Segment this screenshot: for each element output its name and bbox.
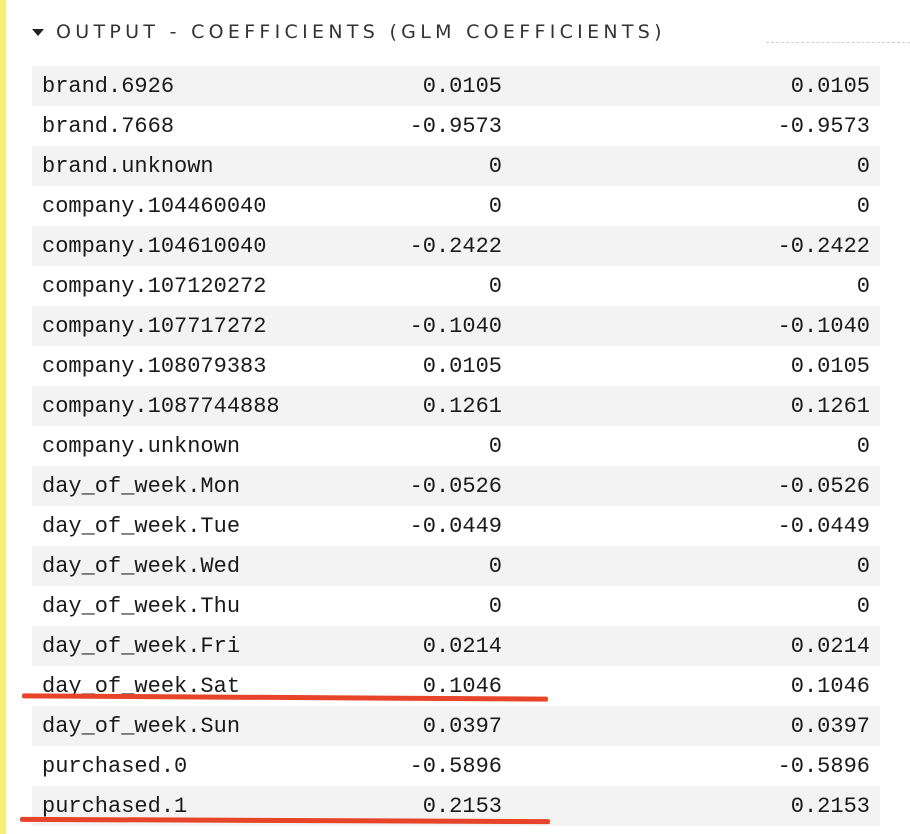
caret-down-icon[interactable]	[32, 28, 44, 36]
coefficient-value-cell: -0.1040	[409, 313, 502, 339]
coefficient-name-cell: day_of_week.Thu	[42, 593, 241, 619]
std-coefficient-value-cell: -0.2422	[777, 233, 870, 259]
coefficient-name-cell: day_of_week.Fri	[42, 633, 241, 659]
coefficient-name-cell: company.unknown	[42, 433, 241, 459]
table-row: brand.unknown 0 0	[32, 146, 880, 186]
std-coefficient-value-cell: 0	[856, 273, 870, 299]
coefficient-value-cell: 0.1261	[422, 393, 502, 419]
coefficient-value-cell: 0.1046	[422, 673, 502, 699]
coefficient-value-cell: -0.0526	[409, 473, 502, 499]
coefficient-name-cell: purchased.0	[42, 753, 188, 779]
coefficient-name-cell: purchased.1	[42, 793, 188, 819]
std-coefficient-value-cell: 0.0397	[790, 713, 870, 739]
coefficient-name-cell: company.104610040	[42, 233, 267, 259]
coefficient-name-cell: day_of_week.Tue	[42, 513, 241, 539]
table-row: company.104610040 -0.2422 -0.2422	[32, 226, 880, 266]
table-row: purchased.0 -0.5896 -0.5896	[32, 746, 880, 786]
table-row: day_of_week.Sun 0.0397 0.0397	[32, 706, 880, 746]
table-row: company.107120272 0 0	[32, 266, 880, 306]
std-coefficient-value-cell: 0	[856, 593, 870, 619]
coefficient-name-cell: brand.6926	[42, 73, 175, 99]
std-coefficient-value-cell: -0.0526	[777, 473, 870, 499]
std-coefficient-value-cell: 0.0214	[790, 633, 870, 659]
std-coefficient-value-cell: 0	[856, 553, 870, 579]
coefficient-name-cell: company.107120272	[42, 273, 267, 299]
table-row: day_of_week.Thu 0 0	[32, 586, 880, 626]
std-coefficient-value-cell: 0.1046	[790, 673, 870, 699]
table-row: day_of_week.Tue -0.0449 -0.0449	[32, 506, 880, 546]
table-row: company.104460040 0 0	[32, 186, 880, 226]
std-coefficient-value-cell: -0.5896	[777, 753, 870, 779]
table-row: day_of_week.Wed 0 0	[32, 546, 880, 586]
coefficient-name-cell: company.108079383	[42, 353, 267, 379]
coefficient-value-cell: 0	[488, 273, 502, 299]
section-title: OUTPUT - COEFFICIENTS (GLM COEFFICIENTS)	[56, 21, 666, 43]
output-panel: OUTPUT - COEFFICIENTS (GLM COEFFICIENTS)…	[6, 0, 910, 834]
coefficient-value-cell: 0	[488, 553, 502, 579]
coefficient-name-cell: company.104460040	[42, 193, 267, 219]
coefficient-name-cell: brand.7668	[42, 113, 175, 139]
coefficient-name-cell: day_of_week.Sun	[42, 713, 241, 739]
coefficients-section-toggle[interactable]: OUTPUT - COEFFICIENTS (GLM COEFFICIENTS)	[32, 18, 666, 46]
std-coefficient-value-cell: 0.0105	[790, 353, 870, 379]
coefficient-value-cell: -0.5896	[409, 753, 502, 779]
coefficient-name-cell: brand.unknown	[42, 153, 214, 179]
coefficient-value-cell: -0.2422	[409, 233, 502, 259]
coefficient-value-cell: -0.9573	[409, 113, 502, 139]
coefficient-value-cell: 0	[488, 433, 502, 459]
coefficient-value-cell: 0.0105	[422, 353, 502, 379]
table-row: day_of_week.Fri 0.0214 0.0214	[32, 626, 880, 666]
coefficient-value-cell: 0.2153	[422, 793, 502, 819]
table-row: company.1087744888 0.1261 0.1261	[32, 386, 880, 426]
coefficient-value-cell: 0.0214	[422, 633, 502, 659]
std-coefficient-value-cell: -0.1040	[777, 313, 870, 339]
header-divider	[766, 42, 910, 43]
table-row: brand.7668 -0.9573 -0.9573	[32, 106, 880, 146]
table-row: brand.6926 0.0105 0.0105	[32, 66, 880, 106]
table-row: company.unknown 0 0	[32, 426, 880, 466]
std-coefficient-value-cell: 0	[856, 153, 870, 179]
table-row: day_of_week.Mon -0.0526 -0.0526	[32, 466, 880, 506]
table-row: company.107717272 -0.1040 -0.1040	[32, 306, 880, 346]
std-coefficient-value-cell: 0	[856, 433, 870, 459]
table-row: company.108079383 0.0105 0.0105	[32, 346, 880, 386]
coefficient-name-cell: day_of_week.Wed	[42, 553, 241, 579]
coefficient-name-cell: company.107717272	[42, 313, 267, 339]
coefficients-table: brand.6926 0.0105 0.0105 brand.7668 -0.9573 -…	[32, 66, 880, 826]
std-coefficient-value-cell: 0.0105	[790, 73, 870, 99]
coefficient-name-cell: day_of_week.Mon	[42, 473, 241, 499]
std-coefficient-value-cell: 0	[856, 193, 870, 219]
coefficient-value-cell: 0	[488, 193, 502, 219]
std-coefficient-value-cell: 0.2153	[790, 793, 870, 819]
coefficient-value-cell: -0.0449	[409, 513, 502, 539]
coefficient-name-cell: company.1087744888	[42, 393, 280, 419]
std-coefficient-value-cell: -0.9573	[777, 113, 870, 139]
std-coefficient-value-cell: -0.0449	[777, 513, 870, 539]
coefficient-value-cell: 0	[488, 153, 502, 179]
coefficient-value-cell: 0.0105	[422, 73, 502, 99]
coefficient-value-cell: 0	[488, 593, 502, 619]
coefficient-value-cell: 0.0397	[422, 713, 502, 739]
std-coefficient-value-cell: 0.1261	[790, 393, 870, 419]
left-accent-bar	[0, 0, 6, 834]
